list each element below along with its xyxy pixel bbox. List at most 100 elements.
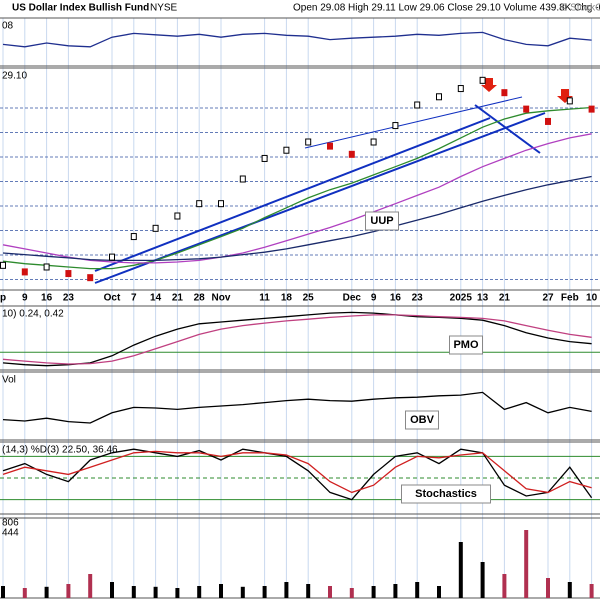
volume-bar	[110, 582, 114, 598]
series-line	[2, 450, 592, 494]
series-line	[2, 133, 592, 264]
exchange: NYSE	[150, 3, 178, 14]
annotation-box	[401, 484, 491, 504]
channel-line	[304, 96, 523, 149]
candle	[218, 200, 224, 208]
fund-title: US Dollar Index Bullish Fund	[12, 3, 149, 14]
panel-label: 10) 0.24, 0.42	[2, 309, 64, 320]
volume-bar	[22, 588, 27, 598]
volume-bar	[306, 584, 311, 598]
x-tick-label: 13	[477, 293, 489, 304]
volume-bar	[66, 584, 71, 598]
annotation-box	[365, 211, 399, 231]
volume-label: 806	[2, 518, 19, 529]
panel-label: (14,3) %D(3) 22.50, 36.46	[2, 445, 118, 456]
candle	[414, 101, 421, 109]
candle	[65, 270, 72, 278]
candle	[457, 85, 464, 93]
series-line	[2, 314, 592, 365]
candle	[87, 274, 94, 282]
x-tick-label: Feb	[561, 293, 579, 304]
panel-label: Vol	[2, 375, 16, 386]
x-tick-label: 28	[194, 293, 206, 304]
source: © StockCh	[560, 3, 600, 14]
x-tick-label: 11	[259, 293, 270, 304]
x-tick-label: 18	[281, 293, 293, 304]
grid	[0, 18, 600, 598]
x-tick-label: Oct	[104, 293, 121, 304]
volume-bar	[393, 584, 398, 598]
volume-bar	[88, 574, 93, 598]
x-tick-label: 21	[499, 293, 511, 304]
candle	[174, 212, 181, 220]
candle	[566, 97, 573, 105]
volume-bar	[546, 578, 550, 598]
annotation: Stochastics	[415, 488, 477, 500]
trend-line	[94, 112, 546, 284]
volume-bar	[458, 542, 463, 598]
x-tick-label: Dec	[343, 293, 362, 304]
volume-bar	[153, 586, 158, 598]
series-line	[2, 175, 592, 262]
volume-bar	[567, 582, 572, 598]
candle	[130, 233, 137, 241]
candle	[261, 154, 268, 162]
x-tick-label: 14	[150, 293, 162, 304]
x-tick-label: 23	[63, 293, 75, 304]
candle	[392, 122, 399, 130]
series-line	[2, 448, 593, 501]
x-tick-label: 27	[542, 293, 554, 304]
x-tick-label: 23	[412, 293, 424, 304]
x-tick-label: 7	[131, 293, 137, 304]
x-tick-label: 16	[41, 293, 53, 304]
x-tick-label: 9	[22, 293, 28, 304]
x-tick-label: 21	[172, 293, 184, 304]
volume-bar	[349, 588, 354, 598]
x-tick-label: 10	[586, 293, 598, 304]
candle	[588, 105, 595, 113]
candle	[196, 200, 203, 208]
annotation: UUP	[370, 215, 393, 227]
quote: Open 29.08 High 29.11 Low 29.06 Close 29…	[293, 3, 600, 14]
volume-bar	[589, 584, 594, 598]
candle	[479, 76, 486, 84]
x-tick-label: 16	[390, 293, 402, 304]
candle	[501, 89, 508, 97]
volume-bar	[197, 586, 202, 598]
annotation: OBV	[410, 414, 435, 426]
trend-line	[474, 104, 541, 154]
candle	[305, 138, 312, 146]
volume-bar	[415, 582, 420, 598]
series-line	[2, 311, 592, 367]
volume-bar	[262, 586, 267, 598]
volume-bar	[44, 586, 49, 598]
volume-bar	[219, 584, 223, 598]
volume-bar	[284, 582, 289, 598]
volume-bar	[480, 562, 485, 598]
volume-bar	[437, 586, 441, 598]
x-tick-label: 9	[371, 293, 377, 304]
series-line	[2, 106, 592, 270]
volume-bar	[131, 586, 136, 598]
annotations	[94, 78, 573, 284]
annotation: PMO	[453, 339, 479, 351]
candle	[43, 263, 50, 271]
candle	[436, 93, 442, 101]
candle	[0, 261, 6, 269]
candle	[239, 175, 246, 183]
volume-bar	[524, 530, 529, 598]
x-tick-label: 25	[303, 293, 315, 304]
candle	[348, 150, 355, 158]
candle	[545, 117, 551, 125]
panel-label: 29.10	[2, 71, 27, 82]
annotation-box	[449, 335, 483, 355]
series-line	[2, 391, 592, 424]
candle	[21, 268, 28, 276]
volume-bar	[502, 574, 507, 598]
x-tick-label: 2025	[450, 293, 473, 304]
series-line	[2, 31, 592, 48]
candle	[283, 146, 290, 154]
x-tick-label: Nov	[212, 293, 231, 304]
volume-bar	[175, 588, 180, 598]
